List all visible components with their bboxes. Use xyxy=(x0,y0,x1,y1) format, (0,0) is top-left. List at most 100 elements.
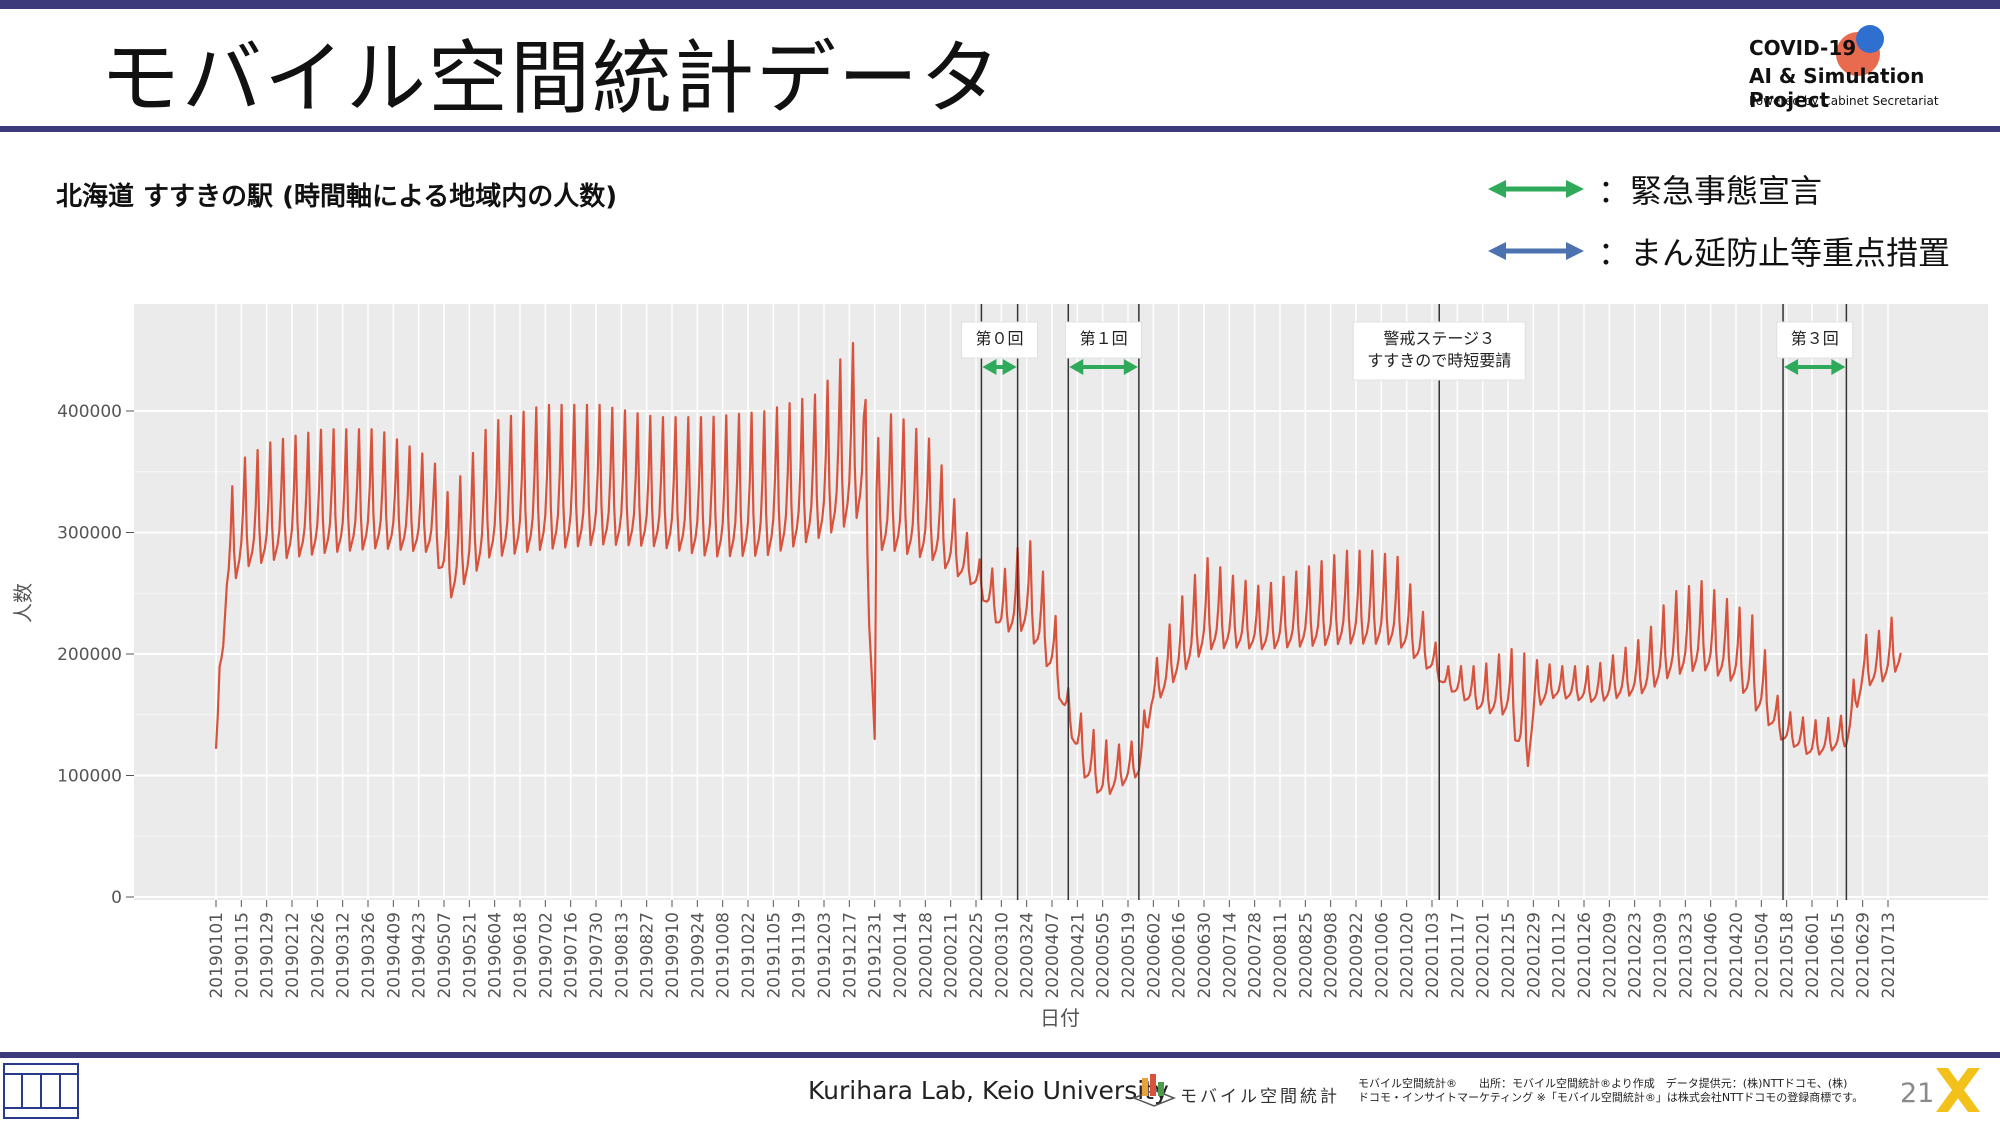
legend-label-priority: ：まん延防止等重点措置 xyxy=(1598,234,1951,272)
legend-item-emergency: ：緊急事態宣言 xyxy=(1488,166,1998,210)
marker-label-box-0 xyxy=(961,321,1039,359)
marker-label-box-3 xyxy=(1776,321,1854,359)
x-tick-label: 20200505 xyxy=(1094,912,1114,999)
x-tick-label: 20200128 xyxy=(916,912,936,999)
x-tick-label: 20191217 xyxy=(840,912,860,999)
x-tick-label: 20200602 xyxy=(1144,912,1164,999)
marker-label-2: すすきので時短要請 xyxy=(1367,351,1511,370)
x-tick-label: 20210420 xyxy=(1727,912,1747,999)
page-number: 21 xyxy=(1900,1078,1935,1109)
x-tick-label: 20210615 xyxy=(1828,912,1848,999)
y-tick-label: 100000 xyxy=(57,767,122,787)
x-tick-label: 20190730 xyxy=(587,912,607,999)
logo-line-1: COVID-19 xyxy=(1749,36,1857,60)
x-tick-label: 20200825 xyxy=(1296,912,1316,999)
footer-lab-name: Kurihara Lab, Keio University xyxy=(808,1076,1169,1105)
x-tick-label: 20190702 xyxy=(536,912,556,999)
plot-background xyxy=(134,304,1988,900)
footer-note-line-1: モバイル空間統計® 出所：モバイル空間統計®より作成 データ提供元：(株)NTT… xyxy=(1358,1077,1848,1090)
footer-divider xyxy=(0,1052,2000,1058)
x-axis-label: 日付 xyxy=(1040,1006,1080,1030)
top-accent-bar xyxy=(0,0,2000,9)
marker-label-box-1 xyxy=(1065,321,1143,359)
x-tick-label: 20201020 xyxy=(1398,912,1418,999)
x-tick-label: 20210713 xyxy=(1879,912,1899,999)
green-double-arrow-icon xyxy=(1488,180,1584,198)
x-tick-label: 20210406 xyxy=(1702,912,1722,999)
marker-arrowhead-left-3 xyxy=(1784,359,1799,375)
x-tick-label: 20210309 xyxy=(1651,912,1671,999)
logo-blue-circle xyxy=(1856,25,1884,53)
x-tick-label: 20200908 xyxy=(1322,912,1342,999)
x-tick-label: 20201201 xyxy=(1474,912,1494,999)
brand-mark-icon xyxy=(1131,1074,1177,1107)
x-tick-label: 20190521 xyxy=(460,912,480,999)
x-tick-label: 20191022 xyxy=(739,912,759,999)
x-tick-label: 20190910 xyxy=(663,912,683,999)
x-tick-label: 20200421 xyxy=(1068,912,1088,999)
x-tick-label: 20191119 xyxy=(790,912,810,999)
x-tick-label: 20210209 xyxy=(1600,912,1620,999)
header-divider xyxy=(0,126,2000,132)
mobile-spatial-stats-logo: モバイル空間統計 xyxy=(1130,1068,1340,1112)
x-tick-label: 20190326 xyxy=(359,912,379,999)
y-tick-label: 300000 xyxy=(57,524,122,544)
marker-label-box-2 xyxy=(1352,321,1526,381)
marker-label-0: 第０回 xyxy=(976,329,1024,348)
x-tick-label: 20200114 xyxy=(891,912,911,999)
legend-item-priority: ：まん延防止等重点措置 xyxy=(1488,228,1998,272)
legend-label-emergency: ：緊急事態宣言 xyxy=(1598,172,1823,210)
x-tick-label: 20190813 xyxy=(612,912,632,999)
series-line-0 xyxy=(214,341,1902,795)
covid-project-logo: COVID-19 AI & Simulation Project Powered… xyxy=(1745,24,1995,119)
keio-lab-logo xyxy=(3,1063,79,1119)
y-tick-label: 200000 xyxy=(57,645,122,665)
x-tick-label: 20190716 xyxy=(562,912,582,999)
x-tick-label: 20190129 xyxy=(258,912,278,999)
x-tick-label: 20201103 xyxy=(1423,912,1443,999)
legend: ：緊急事態宣言 ：まん延防止等重点措置 xyxy=(1488,160,1998,280)
x-brand-icon xyxy=(1936,1068,1980,1112)
x-tick-label: 20191203 xyxy=(815,912,835,999)
y-tick-label: 0 xyxy=(111,888,122,908)
x-tick-label: 20190226 xyxy=(308,912,328,999)
x-tick-label: 20200407 xyxy=(1043,912,1063,999)
brand-text: モバイル空間統計 xyxy=(1180,1087,1340,1107)
x-tick-label: 20190212 xyxy=(283,912,303,999)
x-tick-label: 20191105 xyxy=(764,912,784,999)
x-tick-label: 20201229 xyxy=(1524,912,1544,999)
x-tick-label: 20210504 xyxy=(1752,912,1772,999)
chart-subtitle: 北海道 すすきの駅 (時間軸による地域内の人数) xyxy=(56,182,618,212)
x-tick-label: 20200630 xyxy=(1195,912,1215,999)
x-tick-label: 20190101 xyxy=(207,912,227,999)
y-axis-label: 人数 xyxy=(11,583,35,623)
x-tick-label: 20200922 xyxy=(1347,912,1367,999)
x-tick-label: 20190312 xyxy=(334,912,354,999)
x-tick-label: 20200519 xyxy=(1119,912,1139,999)
marker-label-1: 第１回 xyxy=(1080,329,1128,348)
marker-arrowhead-right-0 xyxy=(1002,359,1017,375)
x-tick-label: 20201117 xyxy=(1448,912,1468,999)
x-tick-label: 20200324 xyxy=(1018,912,1038,999)
x-tick-label: 20200310 xyxy=(992,912,1012,999)
footer-source-note: モバイル空間統計® 出所：モバイル空間統計®より作成 データ提供元：(株)NTT… xyxy=(1358,1077,1863,1105)
marker-label-2: 警戒ステージ３ xyxy=(1383,329,1495,348)
x-tick-label: 20201006 xyxy=(1372,912,1392,999)
x-tick-label: 20201215 xyxy=(1499,912,1519,999)
x-tick-label: 20190115 xyxy=(232,912,252,999)
x-tick-label: 20200225 xyxy=(967,912,987,999)
x-tick-label: 20210323 xyxy=(1676,912,1696,999)
x-tick-label: 20190827 xyxy=(638,912,658,999)
x-tick-label: 20191231 xyxy=(866,912,886,999)
line-chart: 0 100000 200000 300000 400000 20190101 2019011… xyxy=(11,304,1988,1030)
page-title: モバイル空間統計データ xyxy=(100,32,1002,125)
marker-arrowhead-right-3 xyxy=(1831,359,1846,375)
x-tick-label: 20190604 xyxy=(486,912,506,999)
marker-arrowhead-left-0 xyxy=(982,359,997,375)
x-tick-label: 20200616 xyxy=(1170,912,1190,999)
logo-line-3: Powered by Cabinet Secretariat xyxy=(1749,94,1939,108)
x-tick-label: 20210518 xyxy=(1778,912,1798,999)
x-tick-label: 20190618 xyxy=(511,912,531,999)
x-tick-label: 20210223 xyxy=(1626,912,1646,999)
marker-arrowhead-right-1 xyxy=(1123,359,1138,375)
